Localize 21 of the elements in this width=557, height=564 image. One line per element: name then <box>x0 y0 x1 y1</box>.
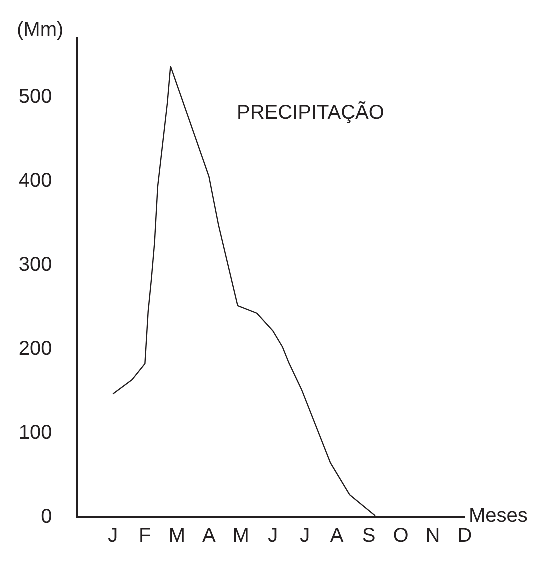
y-tick-label: 400 <box>18 170 52 192</box>
y-axis-title: (Mm) <box>17 19 64 41</box>
y-tick-label: 200 <box>18 338 52 360</box>
x-tick-label: J <box>108 524 118 547</box>
x-tick-label: N <box>426 524 440 547</box>
x-tick-label: M <box>168 524 186 547</box>
x-tick-label: F <box>139 524 152 547</box>
y-tick-label: 300 <box>18 254 52 276</box>
y-tick-label: 100 <box>18 422 52 444</box>
x-tick-label: J <box>300 524 310 547</box>
x-tick-label: M <box>232 524 250 547</box>
x-tick-label: S <box>362 524 376 547</box>
text: PRECIPITAÇÃO <box>237 101 384 124</box>
y-tick-label: 0 <box>41 506 52 528</box>
x-tick-label: O <box>393 524 409 547</box>
y-tick-label: 500 <box>18 86 52 108</box>
x-tick-label: A <box>202 524 216 547</box>
x-tick-label: J <box>268 524 278 547</box>
x-tick-label: A <box>330 524 344 547</box>
x-tick-label: D <box>458 524 472 547</box>
x-axis-title: Meses <box>469 505 528 527</box>
